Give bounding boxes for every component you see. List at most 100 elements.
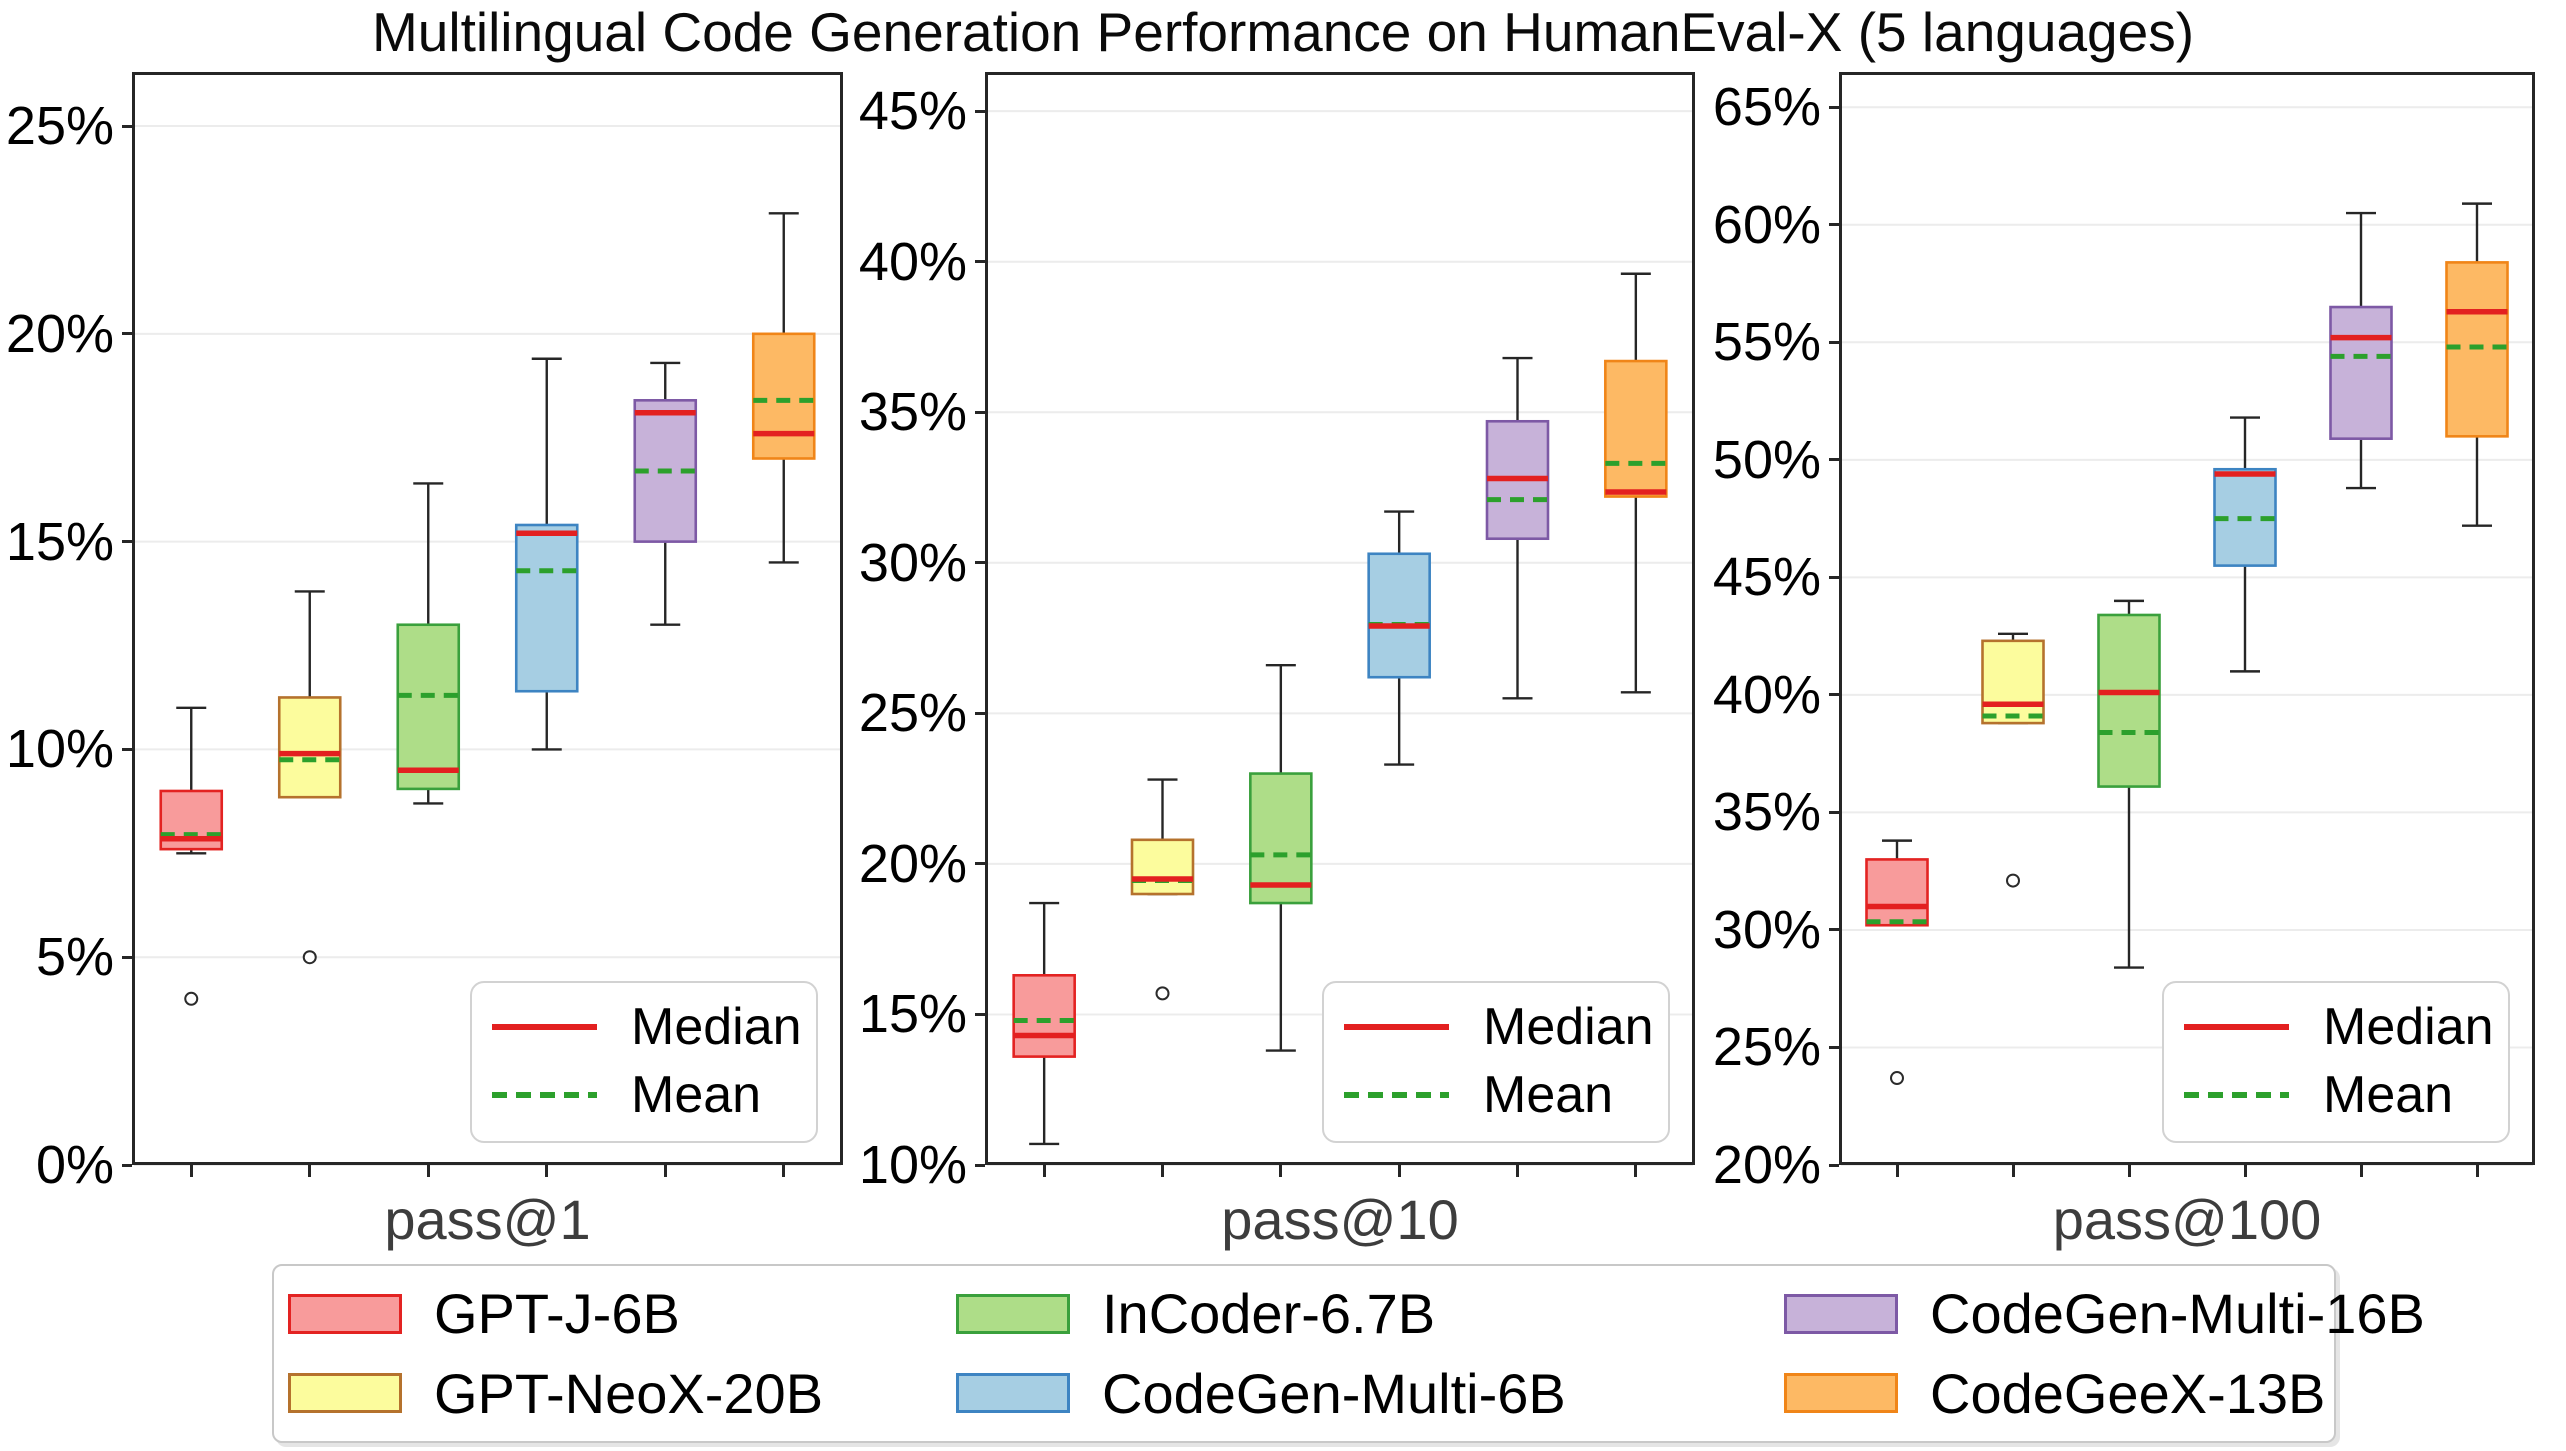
x-tick-mark [782, 1165, 786, 1177]
legend-row-median: Median [1324, 993, 1668, 1061]
mean-line-sample [1344, 1092, 1449, 1098]
x-tick-mark [2359, 1165, 2363, 1177]
outlier-point [1155, 986, 1170, 1001]
axes-spine [1839, 72, 2535, 1165]
legend-swatch-gpt-j-6b [288, 1293, 402, 1334]
x-tick-mark [189, 1165, 193, 1177]
y-tick-label: 35% [1712, 782, 1821, 843]
boxplot-gpt-neox-20b [277, 590, 342, 965]
x-tick-mark [1397, 1165, 1401, 1177]
iqr-box [514, 523, 579, 693]
y-tick-mark [1829, 1045, 1839, 1049]
y-tick-label: 40% [1712, 664, 1821, 725]
median-label: Median [1483, 998, 1654, 1056]
iqr-box [1367, 552, 1431, 679]
legend-item-gpt-j-6b: GPT-J-6B [288, 1281, 956, 1346]
iqr-box [396, 623, 461, 791]
mean-label: Mean [631, 1066, 762, 1124]
y-tick-mark [975, 711, 985, 715]
y-tick-mark [1829, 340, 1839, 344]
legend-item-codegen-multi-16b: CodeGen-Multi-16B [1784, 1281, 2425, 1346]
iqr-box [1865, 858, 1929, 927]
boxplot-codegeex-13b [751, 212, 816, 564]
boxplot-codegen-multi-16b [2329, 211, 2393, 490]
y-tick-label: 50% [1712, 429, 1821, 490]
legend-row-mean: Mean [472, 1061, 816, 1129]
legend-row-mean: Mean [2164, 1061, 2508, 1129]
legend-label: CodeGeeX-13B [1930, 1361, 2326, 1425]
legend-label: GPT-J-6B [434, 1282, 680, 1346]
x-tick-mark [663, 1165, 667, 1177]
y-tick-label: 20% [858, 833, 967, 894]
boxplot-codegeex-13b [2445, 202, 2509, 527]
y-tick-mark [975, 109, 985, 113]
y-tick-mark [975, 410, 985, 414]
x-tick-mark [2243, 1165, 2247, 1177]
x-tick-mark [1516, 1165, 1519, 1177]
plot-area-pass-10 [985, 72, 1695, 1166]
y-tick-mark [122, 540, 132, 544]
y-tick-label: 35% [858, 382, 967, 443]
x-tick-mark [1279, 1165, 1283, 1177]
legend-row-median: Median [2164, 993, 2508, 1061]
y-tick-mark [975, 862, 985, 866]
model-legend: GPT-J-6B GPT-NeoX-20B InCoder-6.7B CodeGen-… [272, 1264, 2425, 1443]
y-tick-mark [1829, 810, 1839, 814]
y-tick-mark [122, 124, 132, 128]
mean-label: Mean [2323, 1066, 2454, 1124]
outlier-point [184, 991, 199, 1006]
y-tick-mark [122, 747, 132, 751]
axes-spine [132, 72, 843, 1165]
y-tick-label: 65% [1712, 77, 1821, 138]
legend-swatch-codegen-multi-16b [1784, 1293, 1898, 1334]
y-tick-mark [1829, 458, 1839, 462]
y-tick-mark [975, 561, 985, 565]
y-tick-label: 25% [5, 96, 114, 157]
median-line-sample [2184, 1024, 2289, 1030]
boxplot-gpt-j-6b [1012, 901, 1076, 1146]
x-tick-mark [1895, 1165, 1899, 1177]
panel-pass-at-1: 0% 5% 10% 15% 20% 25% pass@1 Median Mean [6, 72, 843, 1251]
axes-spine [985, 72, 1695, 1165]
y-tick-label: 45% [858, 81, 967, 142]
plot-area-pass-100 [1839, 72, 2535, 1166]
legend-label: GPT-NeoX-20B [434, 1361, 824, 1425]
y-tick-mark [1829, 575, 1839, 579]
iqr-box [2097, 613, 2161, 788]
outlier-point [1890, 1071, 1904, 1086]
x-tick-mark [1634, 1165, 1638, 1177]
x-tick-mark [2127, 1165, 2131, 1177]
y-tick-mark [975, 1163, 985, 1167]
legend-label: InCoder-6.7B [1102, 1282, 1436, 1346]
y-tick-mark [1829, 928, 1839, 932]
iqr-box [277, 696, 342, 799]
y-tick-mark [975, 1012, 985, 1016]
mean-line-sample [492, 1092, 597, 1098]
legend-item-gpt-neox-20b: GPT-NeoX-20B [288, 1361, 956, 1426]
y-tick-mark [1829, 1163, 1839, 1167]
legend-item-codegen-multi-6b: CodeGen-Multi-6B [956, 1361, 1784, 1426]
y-tick-mark [1829, 223, 1839, 227]
x-tick-mark [308, 1165, 312, 1177]
legend-swatch-incoder-6-7b [956, 1293, 1070, 1334]
y-tick-mark [122, 955, 132, 959]
boxplot-codegen-multi-6b [514, 357, 579, 751]
panel-pass-at-100: 20% 25% 30% 35% 40% 45% 50% 55% 60% 65% pass@100 Me… [1713, 72, 2535, 1251]
outlier-point [302, 950, 317, 965]
iqr-box [751, 332, 816, 460]
y-tick-label: 30% [858, 532, 967, 593]
boxplot-codegen-multi-6b [2213, 416, 2277, 673]
y-tick-label: 45% [1712, 547, 1821, 608]
y-tick-label: 5% [35, 927, 114, 988]
x-axis-label: pass@100 [2052, 1188, 2322, 1251]
y-tick-mark [122, 1163, 132, 1167]
iqr-box [1981, 639, 2045, 725]
x-tick-mark [2475, 1165, 2479, 1177]
y-tick-label: 20% [1712, 1135, 1821, 1195]
median-line-sample [1344, 1024, 1449, 1030]
y-tick-mark [1829, 105, 1839, 109]
y-tick-label: 40% [858, 231, 967, 292]
legend-row-median: Median [472, 993, 816, 1061]
outlier-point [2006, 873, 2020, 888]
y-tick-label: 15% [5, 511, 114, 572]
